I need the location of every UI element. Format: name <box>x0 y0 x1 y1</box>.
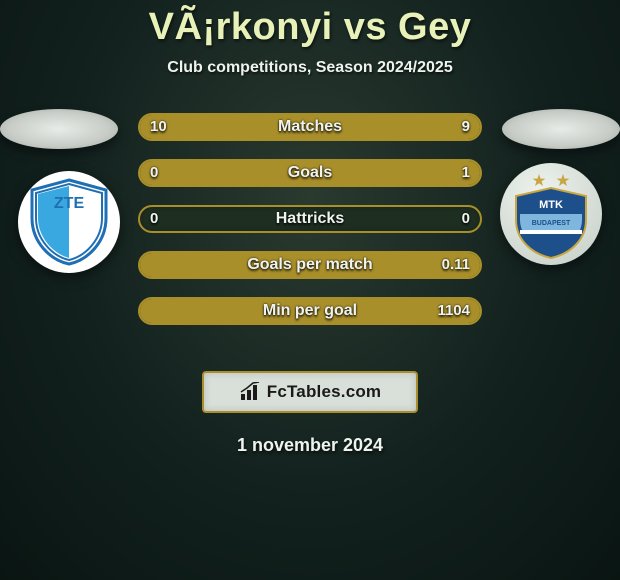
stat-row: 109Matches <box>138 113 482 141</box>
stat-row: 0.11Goals per match <box>138 251 482 279</box>
stat-label: Goals <box>140 161 480 185</box>
svg-text:BUDAPEST: BUDAPEST <box>532 220 571 227</box>
club-crest-right: MTK BUDAPEST <box>500 163 602 265</box>
comparison-arena: ZTE MTK BUDAPEST 109Matches 01Goals 00Hatt… <box>0 107 620 367</box>
stat-row: 01Goals <box>138 159 482 187</box>
stat-label: Goals per match <box>140 253 480 277</box>
svg-text:ZTE: ZTE <box>54 195 85 212</box>
subtitle: Club competitions, Season 2024/2025 <box>0 59 620 77</box>
stat-label: Min per goal <box>140 299 480 323</box>
club-crest-left: ZTE <box>18 171 120 273</box>
brand-pill[interactable]: FcTables.com <box>202 371 418 413</box>
stat-rows: 109Matches 01Goals 00Hattricks 0.11Goals pe… <box>138 113 482 343</box>
page-title: VÃ¡rkonyi vs Gey <box>0 0 620 49</box>
stat-label: Hattricks <box>140 207 480 231</box>
shield-icon: MTK BUDAPEST <box>506 168 596 260</box>
player-right-ellipse <box>502 109 620 149</box>
chart-icon <box>239 382 261 402</box>
svg-text:MTK: MTK <box>539 199 563 211</box>
brand-text: FcTables.com <box>267 382 382 402</box>
player-left-ellipse <box>0 109 118 149</box>
stat-row: 00Hattricks <box>138 205 482 233</box>
stat-row: 1104Min per goal <box>138 297 482 325</box>
shield-icon: ZTE <box>28 178 110 266</box>
date-text: 1 november 2024 <box>0 435 620 456</box>
stat-label: Matches <box>140 115 480 139</box>
